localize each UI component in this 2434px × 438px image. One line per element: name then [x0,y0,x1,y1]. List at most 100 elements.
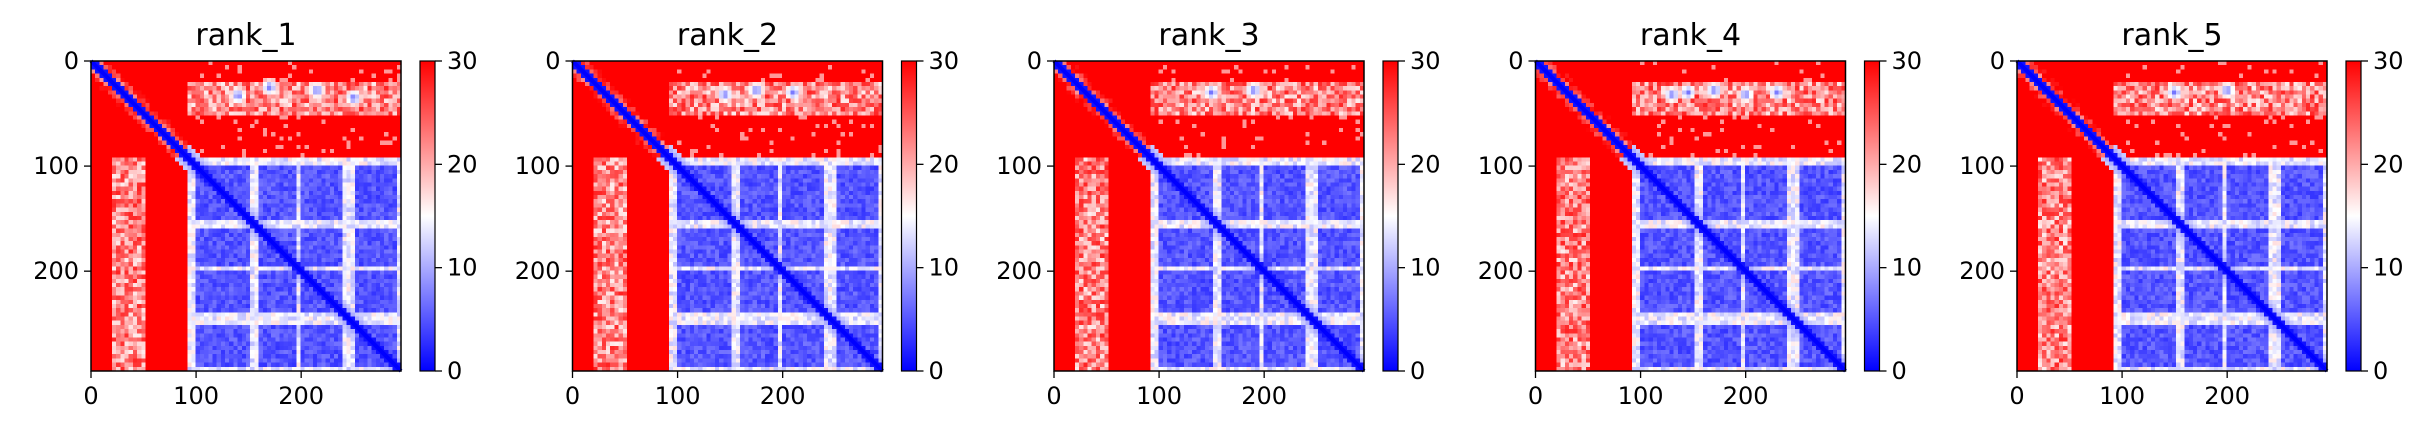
heatmap-cell [359,291,364,296]
heatmap-cell [355,258,360,263]
heatmap-cell [141,275,146,280]
heatmap-cell [99,187,104,192]
heatmap-cell [317,187,322,192]
heatmap-cell [313,291,318,296]
heatmap-cell [233,69,238,74]
heatmap-cell [229,174,234,179]
heatmap-cell [384,103,389,108]
heatmap-cell [326,241,331,246]
heatmap-cell [225,233,230,238]
heatmap-cell [338,136,343,141]
heatmap-cell [162,124,167,129]
heatmap-cell [288,149,293,154]
heatmap-cell [288,136,293,141]
heatmap-cell [347,275,352,280]
heatmap-cell [158,308,163,313]
heatmap-cell [271,128,276,133]
heatmap-cell [393,296,398,301]
heatmap-cell [183,291,188,296]
heatmap-cell [376,250,381,255]
heatmap-cell [171,258,176,263]
heatmap-cell [351,187,356,192]
heatmap-cell [288,191,293,196]
heatmap-cell [112,291,117,296]
heatmap-cell [171,174,176,179]
heatmap-cell [162,333,167,338]
heatmap-cell [363,317,368,322]
heatmap-cell [342,128,347,133]
heatmap-cell [200,153,205,158]
heatmap-cell [351,153,356,158]
heatmap-cell [393,300,398,305]
heatmap-cell [95,166,100,171]
heatmap-cell [288,270,293,275]
heatmap-cell [179,141,184,146]
heatmap-cell [292,174,297,179]
heatmap-cell [388,321,393,326]
heatmap-cell [384,333,389,338]
heatmap-cell [196,191,201,196]
heatmap-cell [238,337,243,342]
heatmap-cell [120,78,125,83]
heatmap-cell [204,182,209,187]
heatmap-cell [233,111,238,116]
heatmap-cell [384,321,389,326]
heatmap-cell [338,86,343,91]
heatmap-cell [242,166,247,171]
heatmap-cell [238,262,243,267]
heatmap-cell [166,153,171,158]
heatmap-cell [120,287,125,292]
heatmap-cell [284,212,289,217]
heatmap-cell [212,157,217,162]
heatmap-cell [246,115,251,120]
heatmap-cell [317,115,322,120]
heatmap-cell [112,237,117,242]
heatmap-cell [326,308,331,313]
heatmap-cell [300,329,305,334]
heatmap-cell [221,287,226,292]
heatmap-cell [133,229,138,234]
heatmap-cell [225,86,230,91]
heatmap-cell [355,153,360,158]
heatmap-cell [280,203,285,208]
heatmap-cell [393,304,398,309]
heatmap-cell [171,321,176,326]
heatmap-cell [179,321,184,326]
heatmap-cell [99,270,104,275]
heatmap-cell [280,124,285,129]
heatmap-cell [288,233,293,238]
heatmap-cell [351,103,356,108]
heatmap-cell [166,78,171,83]
heatmap-cell [112,157,117,162]
heatmap-cell [166,212,171,217]
heatmap-cell [393,262,398,267]
heatmap-cell [175,199,180,204]
heatmap-cell [141,120,146,125]
heatmap-cell [175,212,180,217]
heatmap-cell [313,65,318,70]
heatmap-cell [263,199,268,204]
heatmap-cell [95,153,100,158]
heatmap-cell [233,182,238,187]
heatmap-cell [321,174,326,179]
heatmap-cell [280,174,285,179]
heatmap-cell [384,95,389,100]
heatmap-cell [326,95,331,100]
heatmap-cell [158,115,163,120]
heatmap-cell [200,254,205,259]
heatmap-cell [204,342,209,347]
heatmap-cell [372,153,377,158]
heatmap-cell [150,304,155,309]
heatmap-cell [145,90,150,95]
heatmap-cell [192,65,197,70]
heatmap-cell [351,241,356,246]
heatmap-cell [116,245,121,250]
heatmap-cell [305,321,310,326]
heatmap-cell [380,237,385,242]
heatmap-cell [347,241,352,246]
heatmap-cell [263,107,268,112]
heatmap-cell [338,120,343,125]
heatmap-cell [150,86,155,91]
heatmap-cell [125,132,130,137]
heatmap-cell [221,212,226,217]
